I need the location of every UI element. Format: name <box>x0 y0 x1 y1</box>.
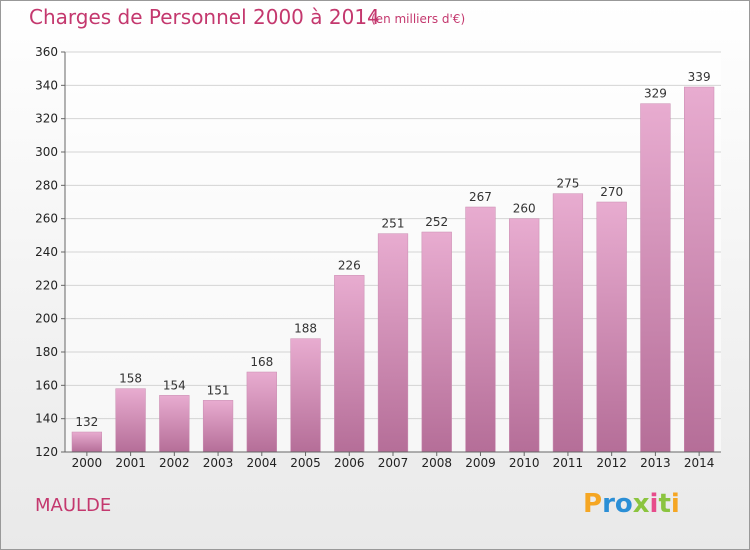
y-tick-label: 160 <box>35 378 58 392</box>
logo-letter: t <box>658 489 671 519</box>
bar-2007 <box>377 233 409 453</box>
bar-value-label: 188 <box>294 322 317 336</box>
bar-2008 <box>421 231 452 453</box>
bar-value-label: 132 <box>75 415 98 429</box>
logo-letter: o <box>614 489 633 519</box>
x-tick-label: 2004 <box>247 456 278 470</box>
bar-value-label: 168 <box>250 355 273 369</box>
bar-2011 <box>552 193 584 453</box>
y-tick-label: 340 <box>35 78 58 92</box>
bar-2004 <box>246 371 277 453</box>
bar-2002 <box>159 395 190 453</box>
y-tick-label: 240 <box>35 245 58 259</box>
bar-2001 <box>115 388 146 453</box>
bar-value-label: 251 <box>382 217 405 231</box>
bar-value-label: 252 <box>425 215 448 229</box>
y-tick-label: 260 <box>35 212 58 226</box>
chart-title: Charges de Personnel 2000 à 2014 <box>29 5 380 29</box>
bar-2006 <box>334 275 365 453</box>
bar-value-label: 270 <box>600 185 623 199</box>
bar-2014 <box>684 86 715 453</box>
commune-name: MAULDE <box>35 495 112 516</box>
bar-value-label: 226 <box>338 258 361 272</box>
bar-2010 <box>509 218 540 453</box>
bar-2005 <box>290 338 321 453</box>
unit-note: (en milliers d'€) <box>371 12 466 26</box>
bar-value-label: 158 <box>119 372 142 386</box>
x-tick-label: 2012 <box>596 456 627 470</box>
y-tick-label: 120 <box>35 445 58 459</box>
x-tick-label: 2010 <box>509 456 540 470</box>
y-tick-label: 180 <box>35 345 58 359</box>
proxiti-logo: Proxiti <box>583 489 680 519</box>
logo-letter: i <box>649 489 659 519</box>
bar-value-label: 329 <box>644 87 667 101</box>
bar-2000 <box>71 431 102 453</box>
logo-letter: r <box>602 489 615 519</box>
x-tick-label: 2000 <box>72 456 103 470</box>
x-tick-label: 2006 <box>334 456 365 470</box>
x-tick-label: 2009 <box>465 456 496 470</box>
x-tick-label: 2013 <box>640 456 671 470</box>
x-tick-label: 2014 <box>684 456 715 470</box>
y-tick-label: 280 <box>35 178 58 192</box>
bar-value-label: 154 <box>163 378 186 392</box>
bar-value-label: 275 <box>556 177 579 191</box>
y-tick-label: 140 <box>35 412 58 426</box>
x-tick-label: 2001 <box>115 456 146 470</box>
y-tick-label: 220 <box>35 278 58 292</box>
bar-2003 <box>202 400 234 453</box>
bar-2009 <box>465 206 496 453</box>
y-tick-label: 320 <box>35 112 58 126</box>
bar-value-label: 339 <box>688 70 711 84</box>
y-tick-label: 360 <box>35 45 58 59</box>
bar-value-label: 260 <box>513 202 536 216</box>
logo-letter: x <box>632 489 650 519</box>
bar-2012 <box>596 201 627 453</box>
logo-letter: i <box>670 489 680 519</box>
y-tick-label: 200 <box>35 312 58 326</box>
x-tick-label: 2002 <box>159 456 190 470</box>
x-tick-label: 2011 <box>553 456 584 470</box>
bar-value-label: 267 <box>469 190 492 204</box>
x-tick-label: 2005 <box>290 456 321 470</box>
bar-value-label: 151 <box>207 383 230 397</box>
x-tick-label: 2007 <box>378 456 409 470</box>
bar-2013 <box>640 103 671 453</box>
logo-letter: P <box>583 489 603 519</box>
x-tick-label: 2003 <box>203 456 234 470</box>
x-tick-label: 2008 <box>421 456 452 470</box>
y-tick-label: 300 <box>35 145 58 159</box>
